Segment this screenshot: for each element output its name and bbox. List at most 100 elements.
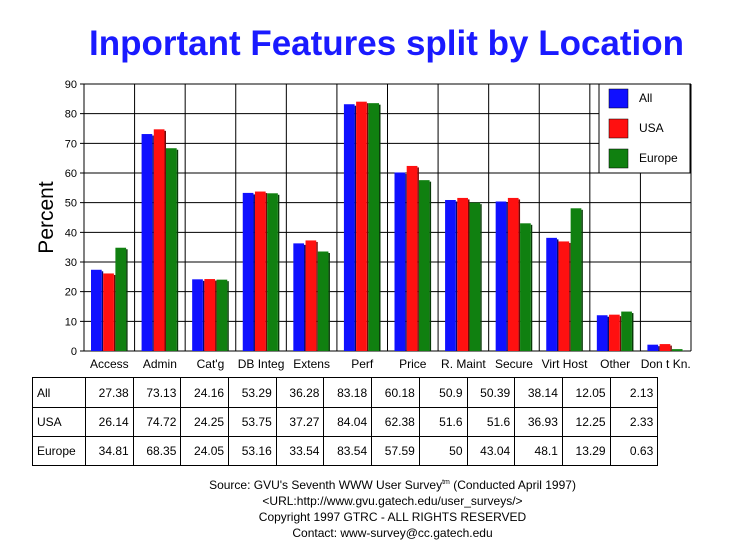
table-cell: 51.6 bbox=[466, 407, 516, 437]
y-tick-label: 30 bbox=[65, 257, 77, 269]
bar-europe bbox=[570, 208, 582, 351]
table-row: All 27.38 73.13 24.16 53.29 36.28 83.18 60.18 50… bbox=[32, 377, 659, 408]
source-suffix: (Conducted April 1997) bbox=[449, 478, 576, 492]
y-tick-label: 40 bbox=[65, 227, 77, 239]
table-cell: 12.05 bbox=[561, 377, 611, 408]
bar-shade-all bbox=[152, 135, 154, 351]
table-cell: 36.93 bbox=[514, 407, 563, 437]
y-tick-label: 50 bbox=[65, 198, 77, 210]
copyright-line: Copyright 1997 GTRC - ALL RIGHTS RESERVE… bbox=[258, 510, 527, 524]
table-row-label: USA bbox=[32, 407, 86, 437]
bar-shade-all bbox=[556, 239, 559, 351]
bar-usa bbox=[204, 279, 216, 351]
bar-shade-all bbox=[101, 271, 104, 351]
bar-shade-all bbox=[304, 244, 306, 351]
x-tick-label: R. Maint bbox=[441, 357, 486, 371]
bar-usa bbox=[659, 344, 671, 351]
table-row: USA 26.14 74.72 24.25 53.75 37.27 84.04 62.38 51… bbox=[32, 407, 659, 437]
table-row: Europe 34.81 68.35 24.05 53.16 33.54 83.54 57.5… bbox=[32, 436, 659, 466]
table-cell: 2.33 bbox=[609, 407, 659, 437]
bar-shade-europe bbox=[277, 194, 280, 351]
legend-label-usa: USA bbox=[639, 121, 664, 135]
bar-all bbox=[293, 243, 305, 351]
x-tick-label: Cat'g bbox=[197, 357, 225, 371]
bar-shade-usa bbox=[265, 193, 268, 351]
bar-usa bbox=[558, 241, 570, 351]
table-cell: 48.1 bbox=[514, 436, 563, 466]
footer: Source: GVU's Seventh WWW User Surveytm … bbox=[0, 475, 729, 541]
y-tick-label: 10 bbox=[65, 316, 77, 328]
bar-europe bbox=[165, 148, 177, 351]
table-cell: 43.04 bbox=[466, 436, 516, 466]
data-table: All 27.38 73.13 24.16 53.29 36.28 83.18 60.18 50… bbox=[32, 377, 659, 466]
bar-shade-usa bbox=[670, 345, 672, 351]
bar-shade-europe bbox=[429, 181, 432, 351]
bar-shade-europe bbox=[126, 249, 128, 351]
bar-all bbox=[495, 201, 507, 351]
table-cell: 38.14 bbox=[514, 377, 563, 408]
bar-shade-europe bbox=[379, 104, 381, 351]
bar-shade-usa bbox=[113, 274, 116, 351]
bar-all bbox=[242, 192, 254, 351]
bar-shade-europe bbox=[328, 252, 330, 351]
y-tick-label: 60 bbox=[65, 168, 77, 180]
table-cell: 34.81 bbox=[85, 436, 134, 466]
table-cell: 2.13 bbox=[609, 377, 659, 408]
table-cell: 24.25 bbox=[180, 407, 230, 437]
bar-shade-all bbox=[202, 280, 205, 351]
bar-europe bbox=[671, 349, 683, 351]
bar-shade-all bbox=[405, 173, 407, 351]
x-tick-label: Extens bbox=[293, 357, 330, 371]
y-axis-label: Percent bbox=[35, 181, 58, 254]
table-cell: 51.6 bbox=[418, 407, 468, 437]
bars bbox=[91, 101, 685, 351]
table-cell: 0.63 bbox=[609, 436, 659, 466]
table-cell: 84.04 bbox=[323, 407, 373, 437]
table-cell: 12.25 bbox=[561, 407, 611, 437]
bar-usa bbox=[153, 129, 165, 351]
table-cell: 27.38 bbox=[85, 377, 134, 408]
table-cell: 53.75 bbox=[228, 407, 277, 437]
x-tick-label: Virt Host bbox=[542, 357, 588, 371]
x-tick-label: DB Integ bbox=[238, 357, 285, 371]
table-cell: 53.29 bbox=[228, 377, 277, 408]
bar-shade-europe bbox=[227, 281, 229, 351]
bar-shade-usa bbox=[569, 242, 571, 351]
legend-swatch-all bbox=[608, 88, 629, 109]
bar-europe bbox=[520, 223, 531, 351]
x-tick-label: Price bbox=[399, 357, 427, 371]
bar-shade-europe bbox=[176, 149, 179, 351]
bar-usa bbox=[103, 273, 114, 351]
bar-europe bbox=[418, 180, 430, 351]
table-cell: 50.9 bbox=[418, 377, 468, 408]
bar-shade-europe bbox=[480, 204, 482, 351]
table-cell: 73.13 bbox=[132, 377, 182, 408]
bar-shade-usa bbox=[215, 280, 217, 351]
bar-usa bbox=[507, 197, 519, 351]
table-cell: 60.18 bbox=[371, 377, 420, 408]
source-line: Source: GVU's Seventh WWW User Surveytm … bbox=[56, 475, 729, 493]
bar-usa bbox=[254, 191, 266, 351]
legend-swatch-usa bbox=[608, 118, 629, 139]
table-cell: 62.38 bbox=[371, 407, 420, 437]
bar-all bbox=[343, 104, 355, 351]
bar-europe bbox=[267, 193, 278, 351]
bar-all bbox=[192, 279, 203, 351]
y-tick-label: 80 bbox=[65, 109, 77, 121]
bar-europe bbox=[317, 251, 329, 351]
table-row-label: All bbox=[32, 377, 86, 408]
bar-shade-usa bbox=[619, 316, 622, 351]
table-cell: 26.14 bbox=[85, 407, 134, 437]
bar-shade-all bbox=[354, 105, 357, 351]
bar-europe bbox=[115, 247, 127, 351]
bar-all bbox=[445, 199, 456, 351]
table-cell: 57.59 bbox=[371, 436, 420, 466]
bar-usa bbox=[406, 165, 418, 351]
y-tick-label: 20 bbox=[65, 287, 77, 299]
legend-label-europe: Europe bbox=[639, 151, 678, 165]
bar-all bbox=[394, 172, 406, 351]
bar-shade-all bbox=[506, 203, 508, 351]
x-tick-label: Other bbox=[600, 357, 630, 371]
table-cell: 13.29 bbox=[561, 436, 611, 466]
bar-all bbox=[141, 134, 153, 351]
